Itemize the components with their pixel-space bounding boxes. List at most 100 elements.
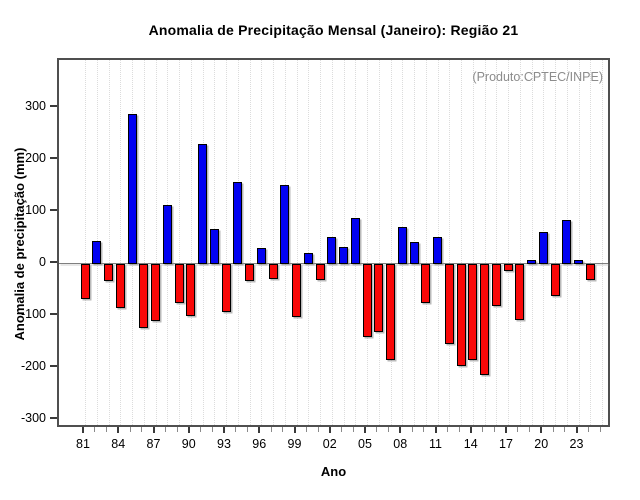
y-tick-label: -100: [20, 306, 46, 321]
plot-area: (Produto:CPTEC/INPE): [57, 58, 610, 427]
x-minor-tick: [176, 427, 178, 432]
x-minor-tick: [317, 427, 319, 432]
bar-1991: [198, 144, 207, 264]
bar-1990: [186, 264, 196, 317]
bar-1986: [139, 264, 149, 329]
y-tick-label: 0: [39, 254, 46, 269]
year-gridline: [531, 60, 533, 425]
x-minor-tick: [247, 427, 248, 432]
year-gridline: [226, 60, 227, 425]
bar-2015: [480, 264, 489, 376]
y-tick-label: 100: [25, 202, 46, 217]
year-gridline: [249, 60, 251, 425]
x-major-tick: [223, 427, 225, 433]
x-minor-tick: [352, 427, 354, 432]
bar-1984: [115, 264, 125, 308]
x-tick-label: 84: [111, 437, 126, 451]
x-minor-tick: [270, 427, 272, 432]
year-gridline: [308, 60, 310, 425]
zero-baseline: [59, 262, 608, 265]
bar-1981: [80, 264, 90, 300]
x-minor-tick: [388, 427, 389, 432]
year-gridline: [85, 60, 86, 425]
bar-1998: [280, 184, 290, 264]
bar-2009: [409, 242, 419, 264]
year-gridline: [155, 60, 157, 425]
x-minor-tick: [423, 427, 425, 432]
bar-2022: [562, 219, 572, 264]
x-tick-label: 87: [146, 437, 161, 451]
x-tick-label: 81: [76, 437, 90, 451]
x-major-tick: [187, 427, 190, 433]
bar-1988: [162, 204, 172, 264]
x-tick-label: 08: [393, 437, 408, 451]
year-gridline: [590, 60, 592, 425]
x-axis-title: Ano: [320, 464, 347, 479]
bar-2005: [362, 264, 372, 338]
bar-2016: [491, 264, 501, 306]
x-minor-tick: [552, 427, 554, 432]
y-tick: [50, 364, 57, 367]
bar-1994: [233, 181, 243, 264]
x-tick-label: 02: [322, 437, 337, 451]
year-gridline: [343, 60, 345, 425]
year-gridline: [578, 60, 580, 425]
x-major-tick: [399, 427, 402, 433]
x-minor-tick: [129, 427, 131, 432]
year-gridline: [449, 60, 451, 425]
bar-1996: [256, 248, 266, 264]
year-gridline: [367, 60, 368, 425]
x-major-tick: [469, 427, 472, 433]
x-minor-tick: [564, 427, 566, 432]
year-gridline: [602, 60, 603, 425]
year-gridline: [273, 60, 274, 425]
year-gridline: [496, 60, 498, 425]
year-gridline: [390, 60, 392, 425]
x-minor-tick: [376, 427, 378, 432]
x-minor-tick: [200, 427, 201, 432]
x-minor-tick: [517, 427, 519, 432]
bar-2013: [456, 264, 466, 366]
bar-2003: [339, 247, 348, 264]
bar-2018: [515, 264, 525, 320]
x-tick-label: 17: [499, 437, 513, 451]
x-tick-label: 90: [181, 437, 196, 451]
bar-1993: [221, 264, 231, 313]
x-minor-tick: [106, 427, 107, 432]
bar-2012: [444, 264, 454, 344]
bar-2004: [350, 217, 360, 264]
x-minor-tick: [141, 427, 143, 432]
x-minor-tick: [305, 427, 307, 432]
x-major-tick: [258, 427, 261, 433]
x-tick-label: 99: [287, 437, 302, 451]
bar-2001: [315, 264, 325, 281]
year-gridline: [120, 60, 122, 425]
x-major-tick: [364, 427, 366, 433]
year-gridline: [108, 60, 110, 425]
x-minor-tick: [94, 427, 96, 432]
x-tick-label: 96: [252, 437, 267, 451]
year-gridline: [519, 60, 521, 425]
x-minor-tick: [341, 427, 342, 432]
y-tick-label: -300: [20, 410, 46, 425]
x-minor-tick: [587, 427, 589, 432]
bar-2007: [386, 264, 395, 360]
year-gridline: [320, 60, 321, 425]
x-tick-label: 20: [534, 437, 549, 451]
y-tick: [50, 208, 57, 211]
bar-2017: [503, 264, 513, 272]
bar-1983: [104, 264, 113, 282]
source-annotation: (Produto:CPTEC/INPE): [472, 70, 603, 84]
y-tick: [50, 260, 57, 263]
bar-1982: [92, 240, 102, 264]
x-major-tick: [505, 427, 507, 433]
y-tick: [50, 312, 57, 315]
year-gridline: [484, 60, 486, 425]
y-tick-label: -200: [20, 358, 46, 373]
bar-2010: [421, 264, 431, 303]
x-minor-tick: [482, 427, 483, 432]
bar-1989: [174, 264, 184, 303]
year-gridline: [143, 60, 145, 425]
x-tick-label: 14: [463, 437, 478, 451]
